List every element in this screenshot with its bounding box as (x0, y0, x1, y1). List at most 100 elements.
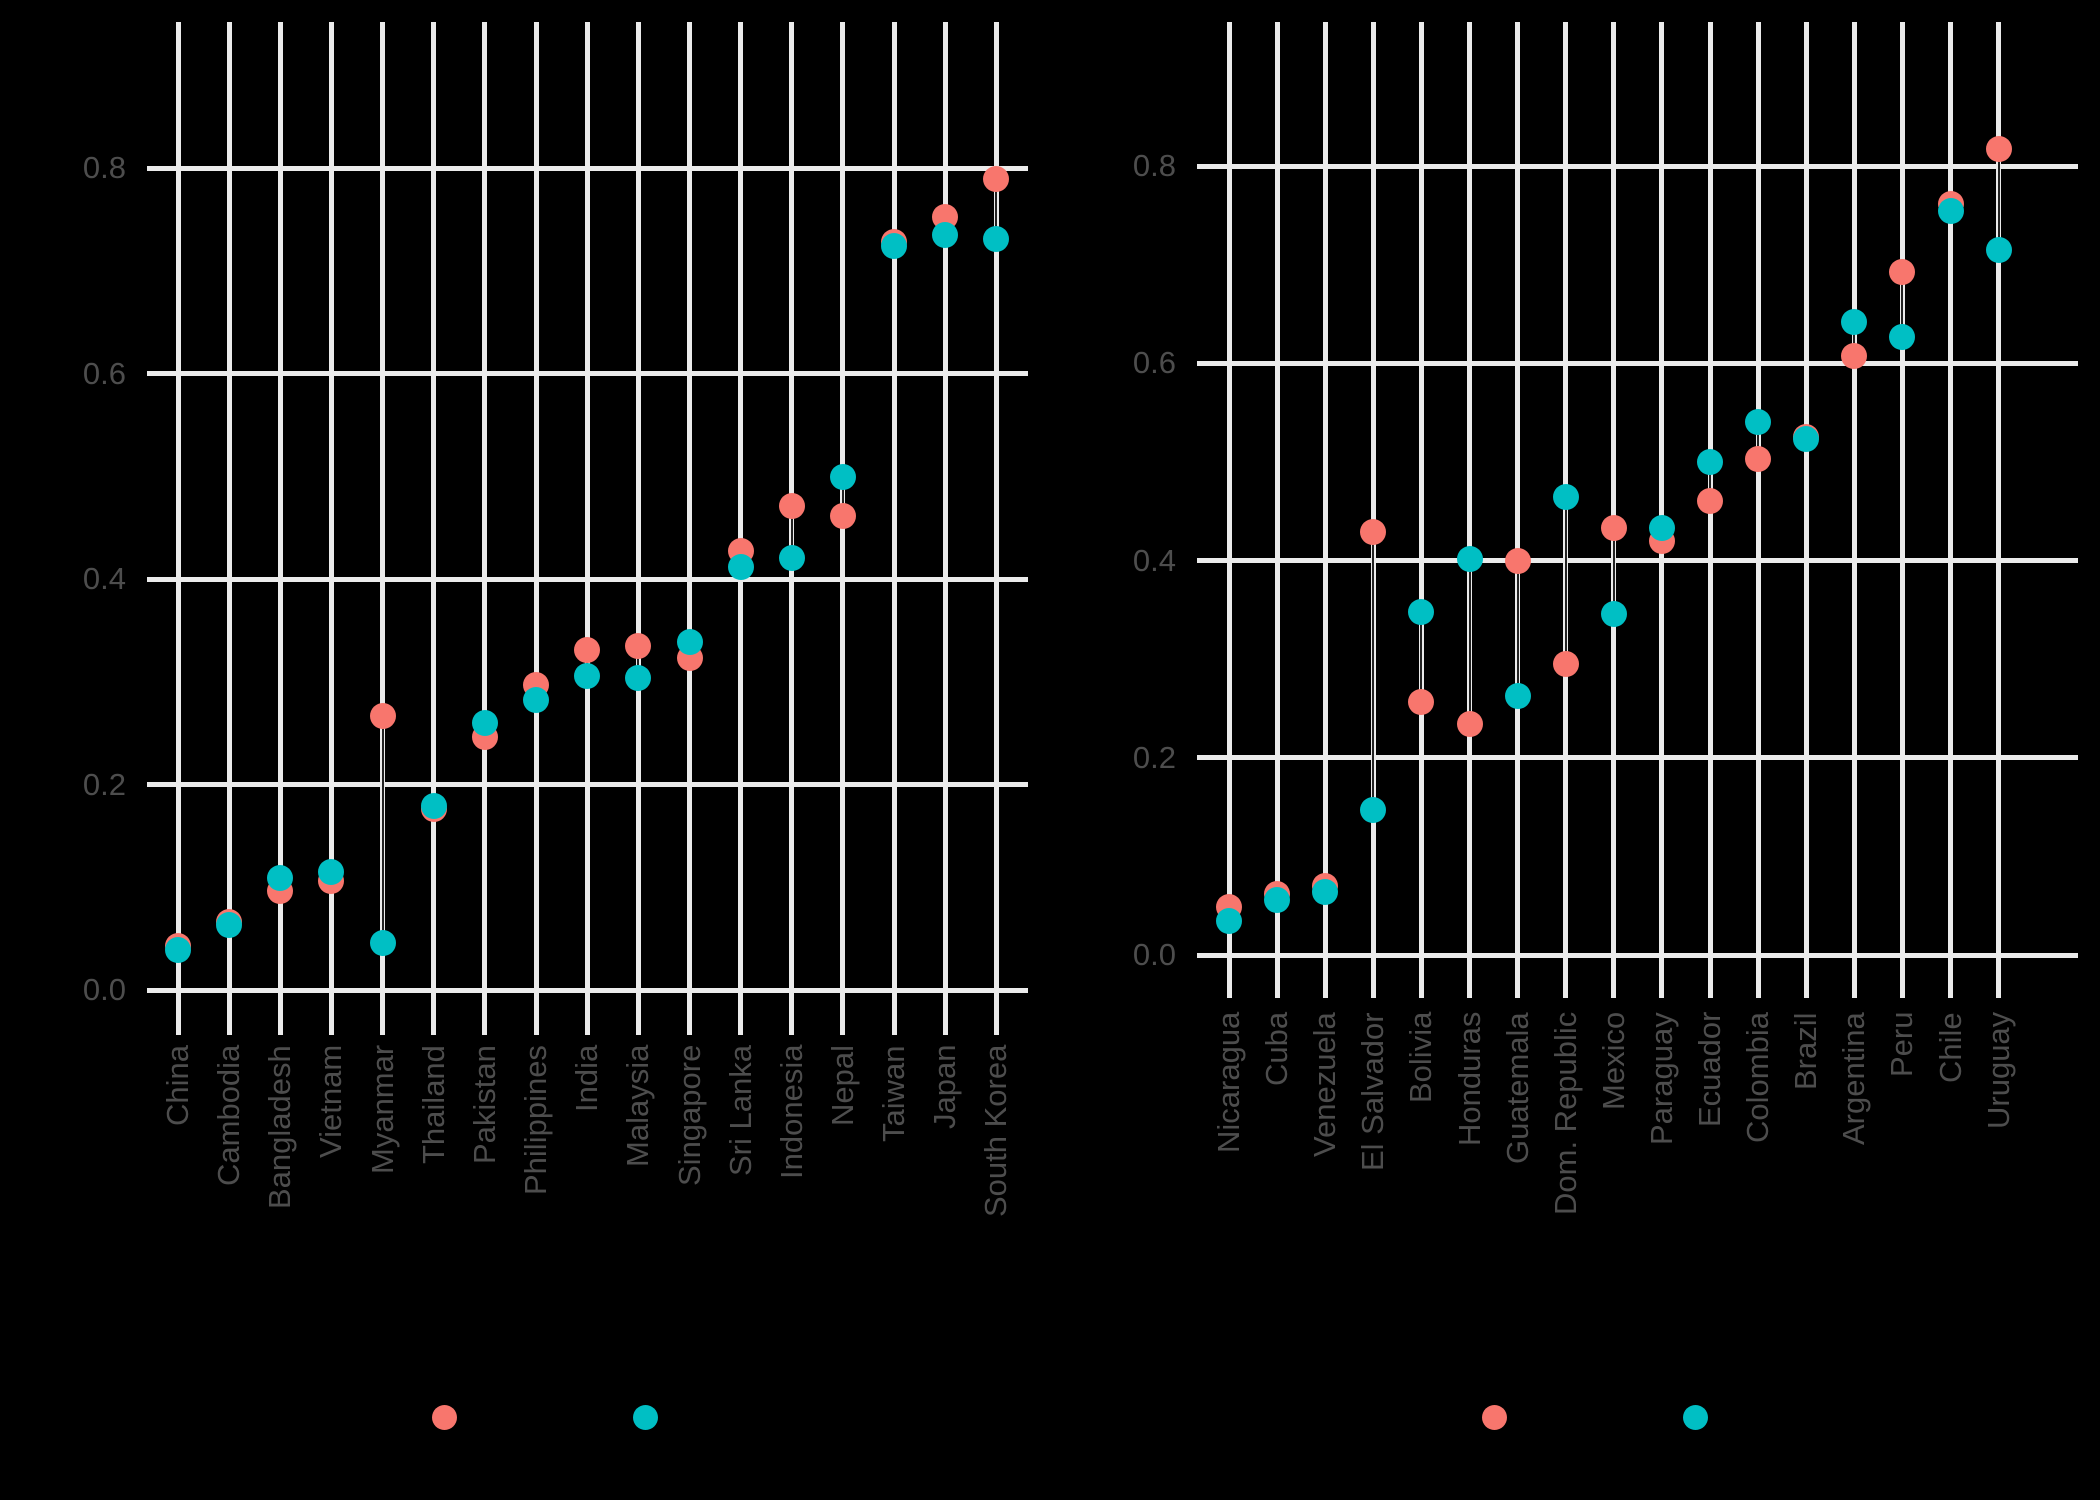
data-point (1408, 688, 1435, 715)
gridline-horizontal (1197, 755, 2078, 761)
gridline-vertical (738, 22, 744, 1035)
dumbbell-segment (790, 506, 793, 558)
dumbbell-segment (1516, 560, 1519, 696)
gridline-vertical (1322, 22, 1328, 998)
x-tick-label: Bolivia (1403, 1011, 1439, 1103)
y-tick-label: 0.6 (82, 355, 126, 391)
gridline-vertical (942, 22, 948, 1035)
dumbbell-segment (1468, 558, 1471, 725)
data-point (1745, 446, 1772, 473)
y-tick-label: 0.8 (82, 150, 126, 186)
legend-key-dot (633, 1405, 658, 1430)
data-point (1360, 519, 1387, 545)
data-point (1504, 682, 1531, 709)
gridline-vertical (1803, 22, 1809, 998)
data-point (165, 936, 191, 963)
gridline-vertical (1274, 22, 1280, 998)
gridline-horizontal (1197, 558, 2078, 564)
y-tick-label: 0.0 (82, 972, 126, 1007)
data-point (727, 553, 754, 580)
gridline-vertical (175, 22, 181, 1035)
dumbbell-segment (1901, 271, 1904, 337)
gridline-vertical (1370, 22, 1376, 998)
gridline-vertical (328, 22, 334, 1035)
data-point (829, 502, 856, 529)
gridline-vertical (687, 22, 692, 1035)
x-tick-label: El Salvador (1355, 1012, 1391, 1171)
data-point (1456, 545, 1483, 572)
dumbbell-segment (1420, 611, 1423, 702)
y-tick-label: 0.4 (1132, 542, 1176, 578)
data-point (983, 165, 1010, 192)
dumbbell-segment (1757, 421, 1760, 460)
y-tick-label: 0.0 (1132, 937, 1176, 972)
data-point (881, 233, 908, 260)
data-point (1552, 651, 1579, 678)
data-point (1841, 308, 1868, 335)
data-point (1697, 449, 1723, 475)
dumbbell-segment (1564, 496, 1567, 665)
x-tick-label: Chile (1932, 1012, 1968, 1083)
data-point (267, 865, 294, 892)
dumbbell-segment (1997, 149, 2000, 250)
data-point (1504, 547, 1531, 574)
x-tick-label: Dom. Republic (1547, 1011, 1583, 1215)
data-point (420, 793, 447, 820)
data-point (1648, 515, 1675, 542)
dumbbell-segment (1372, 532, 1375, 811)
data-point (1408, 598, 1435, 625)
data-point (1600, 515, 1627, 542)
x-tick-label: Argentina (1836, 1012, 1872, 1145)
gridline-horizontal (1197, 952, 2078, 958)
gridline-vertical (635, 22, 641, 1035)
gridline-vertical (1467, 22, 1472, 998)
dumbbell-segment (381, 715, 384, 943)
data-point (625, 664, 652, 691)
dumbbell-segment (995, 178, 998, 240)
data-point (574, 662, 601, 689)
data-point (369, 702, 396, 729)
gridline-vertical (533, 22, 539, 1035)
y-tick-label: 0.2 (1132, 739, 1176, 775)
gridline-vertical (1659, 22, 1665, 998)
gridline-vertical (1996, 22, 2002, 998)
gridline-vertical (1226, 22, 1232, 998)
data-point (216, 912, 243, 939)
gridline-vertical (1851, 22, 1857, 998)
gridline-vertical (1611, 22, 1617, 998)
chart-left: 0.0 0.2 0.4 0.6 0.8 China Cambodia Bangladesh Vi… (82, 22, 1028, 1430)
x-tick-label: Peru (1884, 1011, 1920, 1077)
data-point (1841, 343, 1868, 370)
gridline-horizontal (1197, 163, 2078, 169)
data-point (1985, 237, 2012, 263)
data-point (318, 858, 345, 885)
data-point (829, 463, 856, 490)
legend-key-dot (1482, 1405, 1507, 1430)
gridline-vertical (277, 22, 283, 1035)
dumbbell-segment (1612, 528, 1615, 614)
data-point (1937, 197, 1964, 224)
data-point (1600, 600, 1627, 627)
x-tick-label: Uruguay (1980, 1011, 2016, 1129)
data-point (1793, 426, 1820, 453)
data-point (523, 687, 550, 714)
gridline-vertical (1899, 22, 1905, 998)
data-point (676, 628, 703, 655)
x-tick-label: Mexico (1595, 1011, 1631, 1110)
x-tick-label: Honduras (1451, 1011, 1487, 1146)
data-point (1216, 908, 1242, 935)
gridline-vertical (380, 22, 386, 1035)
data-point (1697, 488, 1723, 515)
legend-key-dot (1683, 1405, 1708, 1430)
y-tick-label: 0.2 (82, 766, 126, 802)
x-tick-label: Colombia (1740, 1012, 1776, 1143)
y-tick-label: 0.6 (1132, 345, 1176, 381)
x-tick-label: Paraguay (1643, 1012, 1679, 1145)
gridline-vertical (891, 22, 897, 1035)
x-tick-label: Ecuador (1692, 1011, 1727, 1127)
dumbbell-segment (637, 645, 640, 678)
x-tick-label: Nicaragua (1211, 1011, 1246, 1153)
dumbbell-segment (841, 476, 844, 516)
x-tick-label: Cuba (1259, 1011, 1295, 1086)
